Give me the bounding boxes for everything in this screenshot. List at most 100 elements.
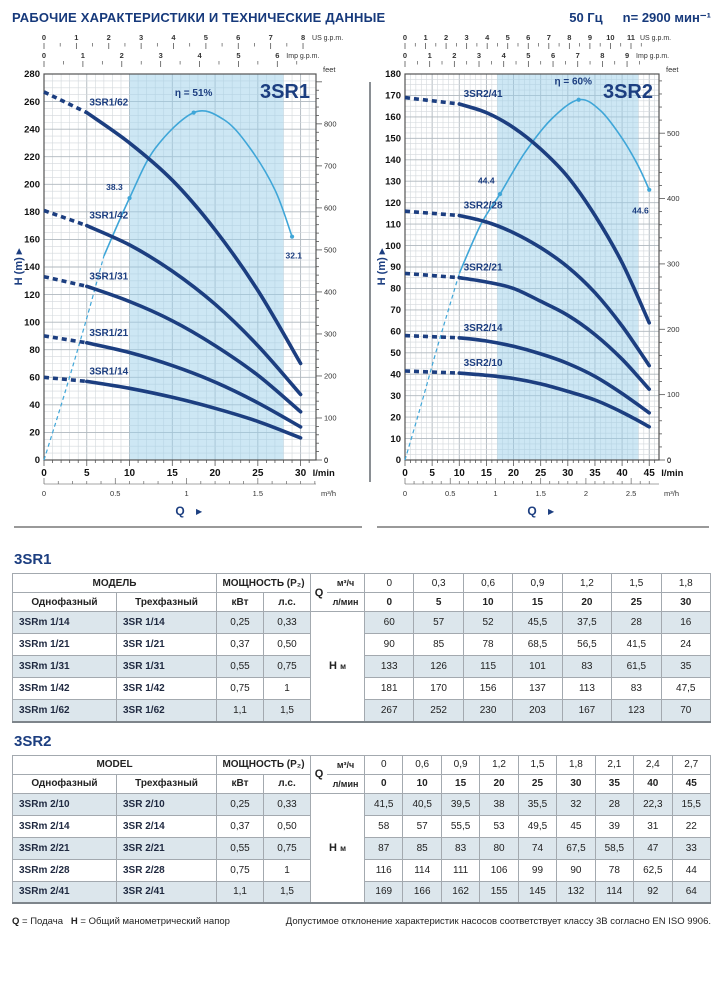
lmin-unit: л/мин	[327, 592, 365, 611]
flow-lmin-value: 10	[462, 592, 514, 612]
svg-text:10: 10	[390, 434, 401, 445]
svg-text:5: 5	[236, 51, 240, 60]
flow-lmin-value: 10	[402, 773, 442, 794]
svg-text:5: 5	[204, 33, 208, 42]
head-value: 41,5	[611, 633, 662, 656]
head-value: 37,5	[561, 611, 613, 634]
flow-m3h-value: 0	[364, 573, 415, 593]
flow-lmin-value: 15	[512, 592, 563, 612]
head-value: 41,5	[364, 792, 404, 816]
svg-text:20: 20	[390, 412, 401, 423]
svg-text:Q: Q	[175, 504, 184, 518]
flow-lmin-value: 0	[364, 592, 415, 612]
head-value: 16	[660, 611, 712, 634]
svg-text:160: 160	[385, 112, 401, 123]
h-unit: м	[340, 843, 346, 853]
charts-row: 0 20 40 60 80 100 120 140 160 180 200 220 240 260 280 0…	[12, 28, 711, 541]
svg-text:1: 1	[428, 51, 432, 60]
head-value: 90	[364, 633, 415, 656]
svg-text:80: 80	[29, 345, 40, 356]
svg-text:feet: feet	[666, 65, 679, 74]
model-single-phase: 3SRm 1/42	[12, 677, 117, 700]
head-value: 15,5	[671, 792, 712, 816]
flow-m3h-value: 0,6	[402, 754, 442, 775]
svg-text:0: 0	[42, 33, 46, 42]
flow-lmin-value: 40	[633, 773, 673, 794]
head-value: 155	[479, 880, 519, 904]
flow-m3h-value: 2,7	[671, 754, 712, 775]
model-three-phase: 3SR 2/21	[115, 836, 218, 860]
head-value: 47,5	[660, 677, 712, 700]
pump-curve-chart-3sr1: 0204060801001201401601802002202402602800…	[13, 33, 362, 528]
svg-text:20: 20	[508, 468, 520, 479]
efficiency-curve: 44.4 44.6 η = 60%	[404, 77, 652, 461]
head-value: 39,5	[440, 792, 481, 816]
power-kw: 0,37	[216, 633, 265, 656]
curve-label: 3SR2/10	[464, 358, 503, 369]
flow-m3h-value: 1,8	[660, 573, 712, 593]
curve-label: 3SR1/62	[89, 98, 128, 109]
svg-text:l/min: l/min	[313, 468, 335, 479]
svg-text:500: 500	[324, 246, 337, 255]
svg-text:90: 90	[390, 262, 401, 273]
m3h-unit: м³/ч	[336, 759, 355, 770]
head-value: 166	[402, 880, 442, 904]
svg-text:44.4: 44.4	[478, 175, 495, 185]
svg-text:1.5: 1.5	[535, 489, 545, 498]
table-row: 3SRm 2/14 3SR 2/14 0,37 0,50 58 57 55,5 53 49,5 4…	[12, 814, 712, 838]
head-value: 24	[660, 633, 712, 656]
top-ruler: 0 1 2 3 4 5 6 Imp g.p.m.	[42, 51, 319, 67]
svg-text:8: 8	[301, 33, 305, 42]
power-kw: 0,55	[216, 836, 265, 860]
svg-text:0.5: 0.5	[445, 489, 455, 498]
y-axis-title: H (m) ▸	[13, 248, 25, 285]
svg-text:9: 9	[625, 51, 629, 60]
svg-text:0: 0	[402, 468, 408, 479]
svg-text:100: 100	[667, 390, 680, 399]
flow-m3h-value: 1,2	[561, 573, 613, 593]
head-value: 45	[556, 814, 596, 838]
power-hp: 0,33	[263, 792, 312, 816]
model-single-phase: 3SRm 2/14	[12, 814, 117, 838]
svg-text:10: 10	[454, 468, 466, 479]
svg-text:10: 10	[124, 468, 136, 479]
svg-text:200: 200	[324, 372, 337, 381]
model-single-phase: 3SRm 1/62	[12, 699, 117, 722]
y-axis-m: 0 10 20 30 40 50 60 70 80 90 100 110 120 130 140 150 160…	[385, 69, 401, 466]
svg-text:180: 180	[385, 69, 401, 80]
page-header: РАБОЧИЕ ХАРАКТЕРИСТИКИ И ТЕХНИЧЕСКИЕ ДАН…	[12, 10, 711, 26]
svg-text:110: 110	[386, 219, 401, 230]
head-value: 106	[479, 858, 519, 882]
curve-label: 3SR1/21	[89, 328, 128, 339]
svg-text:5: 5	[526, 51, 530, 60]
svg-text:8: 8	[600, 51, 604, 60]
svg-text:1: 1	[184, 489, 188, 498]
svg-text:260: 260	[24, 97, 40, 108]
head-value: 87	[364, 836, 404, 860]
flow-lmin-value: 45	[671, 773, 712, 794]
pump-curve-chart-3sr2: 0102030405060708090100110120130140150160…	[376, 33, 709, 528]
head-value: 137	[512, 677, 563, 700]
power-hp: 1	[263, 858, 312, 882]
feet-axis: 0 100 200 300 400 500 feet	[659, 65, 680, 465]
svg-text:0: 0	[403, 33, 407, 42]
flow-lmin-value: 30	[660, 592, 712, 612]
svg-text:4: 4	[197, 51, 202, 60]
model-three-phase: 3SR 1/21	[115, 633, 218, 656]
model-single-phase: 3SRm 1/14	[12, 611, 117, 634]
svg-text:6: 6	[236, 33, 240, 42]
svg-text:3: 3	[139, 33, 143, 42]
flow-lmin-value: 25	[517, 773, 558, 794]
svg-text:44.6: 44.6	[632, 205, 649, 215]
chart-3sr1: 0 20 40 60 80 100 120 140 160 180 200 220 240 260 280 0…	[12, 28, 364, 541]
model-three-phase: 3SR 1/14	[115, 611, 218, 634]
head-value: 133	[364, 655, 415, 678]
model-single-phase: 3SRm 1/21	[12, 633, 117, 656]
